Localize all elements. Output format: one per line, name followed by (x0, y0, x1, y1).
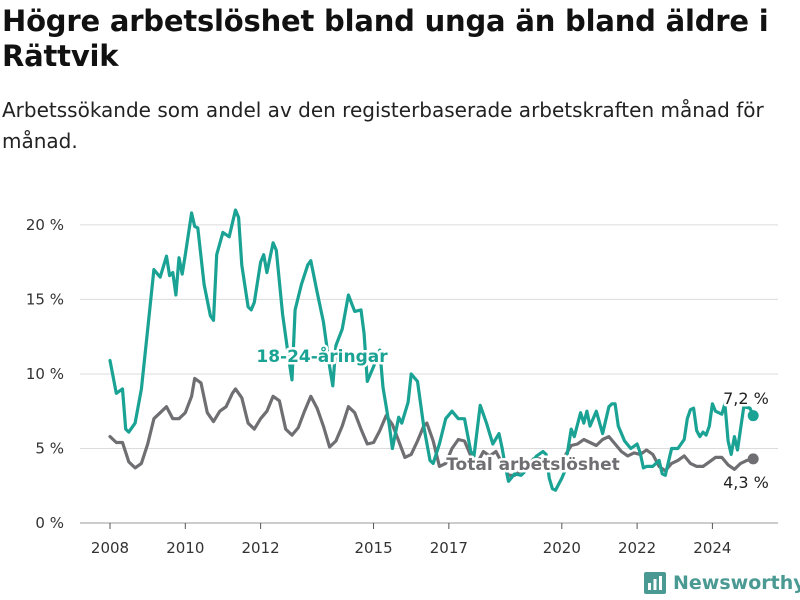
brand-name: Newsworthy (673, 572, 800, 594)
series-label-total-halo: Total arbetslöshet (446, 455, 620, 475)
newsworthy-icon (644, 572, 666, 594)
x-tick-label: 2012 (242, 539, 280, 557)
y-tick-label: 5 % (35, 439, 64, 457)
end-value-total: 4,3 % (723, 473, 769, 492)
x-tick-label: 2020 (543, 539, 581, 557)
end-value-youth-halo: 7,2 % (723, 389, 769, 408)
end-point-total (747, 453, 759, 465)
series-line-youth (108, 208, 755, 492)
series-label-total: Total arbetslöshet (446, 455, 620, 475)
grid (80, 224, 778, 524)
y-tick-label: 15 % (26, 290, 64, 308)
series-label-youth: 18-24-åringar (256, 345, 388, 367)
y-tick-label: 0 % (35, 514, 64, 532)
x-tick-label: 2015 (354, 539, 392, 557)
series-line-total (108, 376, 755, 477)
y-tick-label: 10 % (26, 365, 64, 383)
series-lines (108, 208, 759, 492)
x-tick-label: 2010 (166, 539, 204, 557)
brand-logo: Newsworthy (644, 568, 800, 598)
series-label-youth-halo: 18-24-åringar (256, 345, 388, 367)
chart-title: Högre arbetslöshet bland unga än bland ä… (2, 4, 769, 73)
y-tick-label: 20 % (26, 216, 64, 234)
chart-subtitle: Arbetssökande som andel av den registerb… (2, 98, 764, 153)
x-axis-ticks: 2008 2010 2012 2015 2017 2020 2022 2024 (91, 523, 731, 557)
x-tick-label: 2022 (618, 539, 656, 557)
end-point-youth (747, 410, 759, 422)
x-tick-label: 2024 (693, 539, 731, 557)
end-value-total-halo: 4,3 % (723, 473, 769, 492)
x-tick-label: 2017 (430, 539, 468, 557)
end-value-youth: 7,2 % (723, 389, 769, 408)
x-tick-label: 2008 (91, 539, 129, 557)
y-axis-ticks: 0 % 5 % 10 % 15 % 20 % (26, 216, 64, 532)
